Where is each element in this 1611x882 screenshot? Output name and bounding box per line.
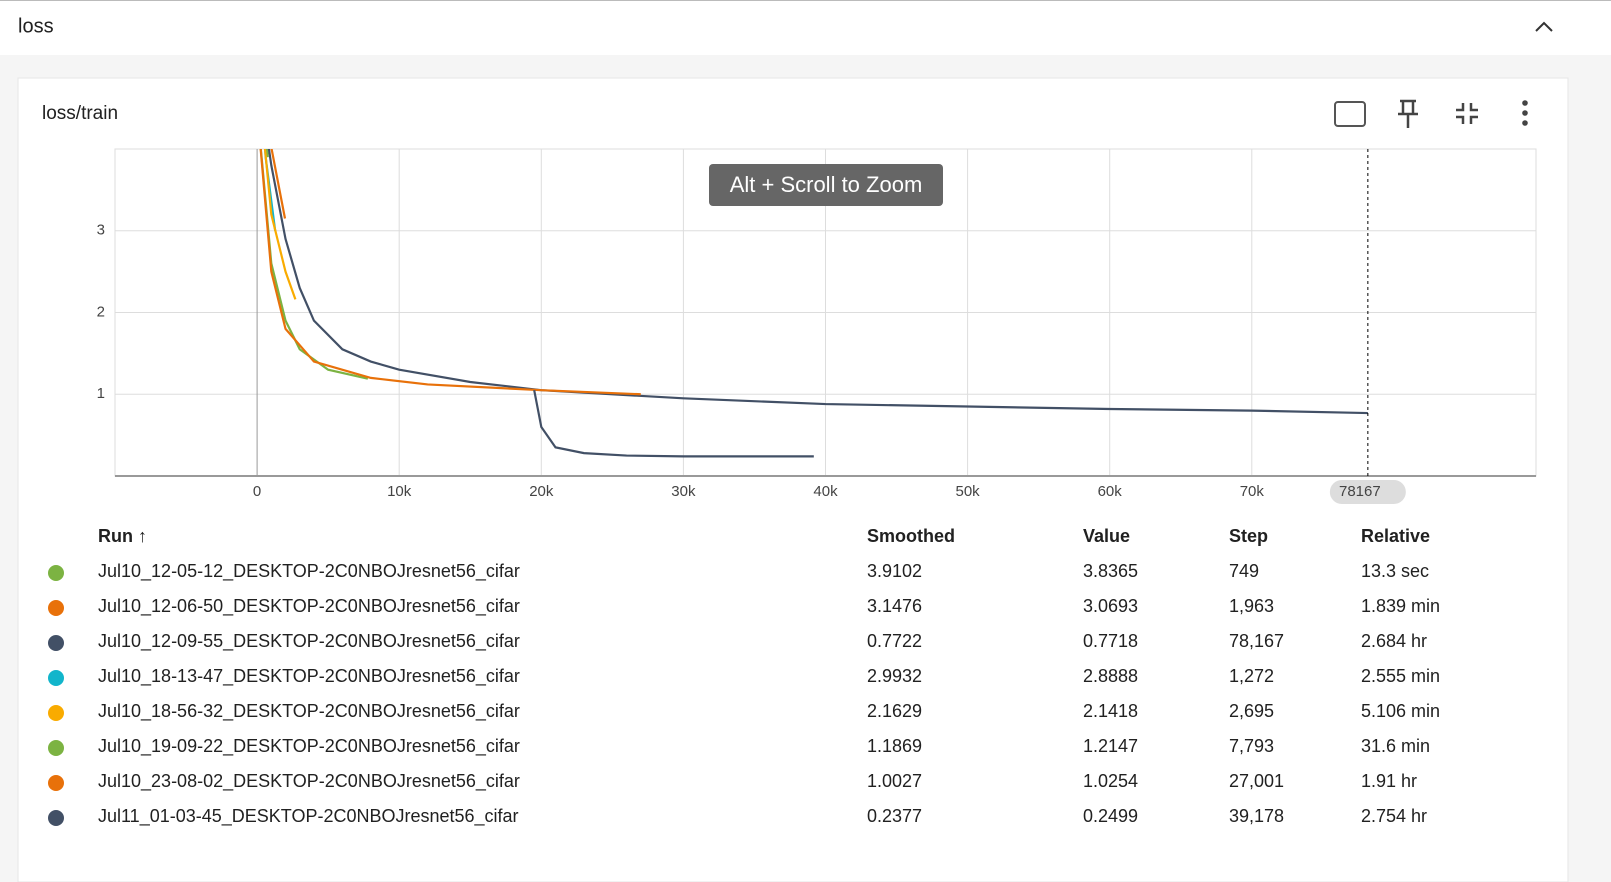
run-name: Jul10_12-05-12_DESKTOP-2C0NBOJresnet56_c…: [98, 561, 520, 582]
x-tick-label: 0: [253, 483, 261, 500]
table-cell: 1,963: [1229, 596, 1274, 616]
run-name: Jul10_18-13-47_DESKTOP-2C0NBOJresnet56_c…: [98, 666, 520, 687]
run-name: Jul10_12-06-50_DESKTOP-2C0NBOJresnet56_c…: [98, 596, 520, 617]
table-cell: 39,178: [1229, 806, 1284, 826]
section-title: loss: [18, 15, 54, 37]
table-cell: 2.684 hr: [1361, 631, 1427, 651]
column-header: Value: [1083, 526, 1130, 546]
series-line: [259, 149, 641, 396]
table-cell: 0.7718: [1083, 631, 1138, 651]
series-line: [533, 389, 814, 458]
card: [17, 77, 1569, 882]
table-cell: 2,695: [1229, 701, 1274, 721]
y-tick-label: 1: [97, 385, 105, 402]
table-cell: 0.7722: [867, 631, 922, 651]
table-cell: 0.2499: [1083, 806, 1138, 826]
zoom-hint-box: [709, 164, 943, 206]
x-tick-label: 40k: [813, 483, 838, 500]
x-tick-label: 70k: [1240, 483, 1265, 500]
run-name: Jul10_12-09-55_DESKTOP-2C0NBOJresnet56_c…: [98, 631, 520, 652]
column-header: Run ↑: [98, 526, 147, 546]
table-cell: 5.106 min: [1361, 701, 1440, 721]
table-cell: 0.2377: [867, 806, 922, 826]
run-color-dot: [48, 565, 64, 581]
table-cell: 2.1629: [867, 701, 922, 721]
menu-button[interactable]: [1522, 100, 1528, 126]
column-header: Step: [1229, 526, 1268, 546]
run-color-dot: [48, 635, 64, 651]
x-tick-label: 30k: [671, 483, 696, 500]
table-cell: 2.555 min: [1361, 666, 1440, 686]
run-name: Jul11_01-03-45_DESKTOP-2C0NBOJresnet56_c…: [98, 806, 519, 827]
table-cell: 31.6 min: [1361, 736, 1430, 756]
pin-button[interactable]: [1398, 99, 1418, 128]
collapse-card-button[interactable]: [1456, 103, 1478, 124]
table-cell: 1.0254: [1083, 771, 1138, 791]
run-color-dot: [48, 600, 64, 616]
table-cell: 749: [1229, 561, 1259, 581]
run-name: Jul10_19-09-22_DESKTOP-2C0NBOJresnet56_c…: [98, 736, 520, 757]
table-cell: 1.839 min: [1361, 596, 1440, 616]
column-header: Relative: [1361, 526, 1430, 546]
table-cell: 27,001: [1229, 771, 1284, 791]
table-cell: 1,272: [1229, 666, 1274, 686]
table-cell: 2.9932: [867, 666, 922, 686]
series-line: [267, 149, 1368, 415]
table-cell: 3.8365: [1083, 561, 1138, 581]
x-tick-label: 20k: [529, 483, 554, 500]
table-cell: 78,167: [1229, 631, 1284, 651]
table-cell: 1.1869: [867, 736, 922, 756]
y-tick-label: 3: [97, 222, 105, 239]
table-cell: 3.1476: [867, 596, 922, 616]
run-color-dot: [48, 740, 64, 756]
table-cell: 3.0693: [1083, 596, 1138, 616]
collapse-button[interactable]: [1535, 21, 1553, 32]
table-cell: 2.754 hr: [1361, 806, 1427, 826]
x-tick-label: 60k: [1098, 483, 1123, 500]
run-color-dot: [48, 705, 64, 721]
card-title: loss/train: [42, 103, 118, 124]
table-cell: 13.3 sec: [1361, 561, 1429, 581]
table-cell: 1.0027: [867, 771, 922, 791]
table-cell: 7,793: [1229, 736, 1274, 756]
column-header: Smoothed: [867, 526, 955, 546]
table-cell: 3.9102: [867, 561, 922, 581]
series-group: [259, 149, 1368, 458]
x-tick-label: 50k: [956, 483, 981, 500]
table-cell: 2.8888: [1083, 666, 1138, 686]
run-color-dot: [48, 810, 64, 826]
run-color-dot: [48, 670, 64, 686]
run-color-dot: [48, 775, 64, 791]
run-name: Jul10_18-56-32_DESKTOP-2C0NBOJresnet56_c…: [98, 701, 520, 722]
series-line: [263, 149, 297, 300]
y-tick-label: 2: [97, 303, 105, 320]
table-cell: 2.1418: [1083, 701, 1138, 721]
chart: 1 2 3 0 10k 20k 30k 40k 50k 60k 70k 78167 Alt + Scro…: [97, 148, 1537, 504]
header-bar: [0, 0, 1611, 55]
zoom-hint: Alt + Scroll to Zoom: [730, 172, 923, 197]
cursor-label: 78167: [1339, 483, 1381, 500]
table-cell: 1.91 hr: [1361, 771, 1417, 791]
fit-button[interactable]: [1334, 101, 1366, 127]
table-cell: 1.2147: [1083, 736, 1138, 756]
x-tick-label: 10k: [387, 483, 412, 500]
series-line: [270, 149, 287, 219]
run-name: Jul10_23-08-02_DESKTOP-2C0NBOJresnet56_c…: [98, 771, 520, 792]
cursor-chip: [1329, 480, 1406, 504]
run-table: Run ↑ Smoothed Value Step Relative Jul10_12-0…: [48, 526, 1440, 827]
